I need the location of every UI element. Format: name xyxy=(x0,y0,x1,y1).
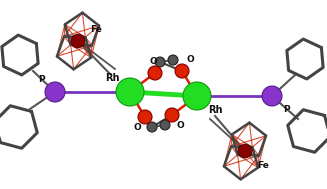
Circle shape xyxy=(71,34,85,48)
Circle shape xyxy=(147,122,157,132)
Circle shape xyxy=(238,144,252,158)
Circle shape xyxy=(160,120,170,130)
Text: O: O xyxy=(149,57,157,66)
Circle shape xyxy=(148,66,162,80)
Text: O: O xyxy=(186,54,194,64)
Text: Rh: Rh xyxy=(105,73,119,83)
Text: O: O xyxy=(176,121,184,129)
Text: Fe: Fe xyxy=(257,160,269,170)
Circle shape xyxy=(155,57,165,67)
Text: Fe: Fe xyxy=(90,25,102,33)
Circle shape xyxy=(175,64,189,78)
Circle shape xyxy=(116,78,144,106)
Circle shape xyxy=(45,82,65,102)
Text: Rh: Rh xyxy=(208,105,222,115)
Circle shape xyxy=(262,86,282,106)
Circle shape xyxy=(168,55,178,65)
Text: P: P xyxy=(283,105,289,114)
Circle shape xyxy=(165,108,179,122)
Circle shape xyxy=(138,110,152,124)
Circle shape xyxy=(183,82,211,110)
Text: O: O xyxy=(133,122,141,132)
Text: P: P xyxy=(38,74,44,84)
